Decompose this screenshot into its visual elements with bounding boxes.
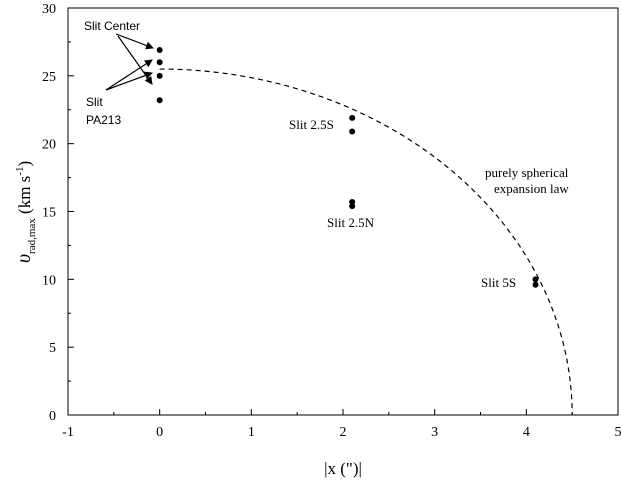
- x-tick-label: 0: [156, 425, 163, 440]
- annotation-slit-center: Slit Center: [84, 19, 140, 33]
- x-tick-label: 3: [431, 425, 438, 440]
- y-tick-label: 0: [49, 409, 56, 424]
- y-tick-label: 30: [42, 2, 56, 17]
- y-axis-unit-exponent: -1: [14, 167, 26, 176]
- x-axis-title: |x (")|: [324, 459, 362, 478]
- data-point: [156, 59, 163, 66]
- y-axis-symbol: υ: [13, 254, 35, 263]
- x-tick-label: -1: [62, 425, 74, 440]
- arrow-pa-1: [105, 71, 153, 91]
- y-tick-label: 20: [42, 138, 56, 153]
- arrow-center-1: [115, 33, 154, 50]
- plot-frame: [67, 7, 619, 416]
- data-point: [349, 114, 356, 121]
- annotation-slit-2-5n: Slit 2.5N: [327, 215, 375, 230]
- data-points: [156, 47, 539, 288]
- x-axis-ticks: -1 0 1 2 3 4 5: [62, 409, 622, 440]
- y-axis-unit-close: ): [15, 161, 34, 167]
- data-point: [349, 128, 356, 135]
- y-axis-title: υrad,max (km s-1): [13, 161, 38, 263]
- arrow-center-2: [117, 35, 153, 85]
- y-axis-subscript: rad,max: [26, 218, 38, 254]
- data-point: [532, 281, 539, 288]
- y-tick-label: 10: [42, 273, 56, 288]
- arrow-pa-2: [105, 59, 153, 91]
- curve-label-line-1: purely spherical: [485, 165, 569, 180]
- y-tick-label: 5: [49, 341, 56, 356]
- annotation-slit: Slit: [86, 95, 103, 109]
- y-axis-unit: (km s: [15, 176, 34, 219]
- annotation-pa213: PA213: [86, 113, 121, 127]
- spherical-expansion-curve: [159, 68, 573, 416]
- x-tick-label: 2: [340, 425, 347, 440]
- data-point: [349, 203, 356, 210]
- y-tick-label: 15: [42, 206, 56, 221]
- x-tick-label: 5: [615, 425, 622, 440]
- data-point: [156, 72, 163, 79]
- annotation-slit-5s: Slit 5S: [481, 275, 516, 290]
- data-point: [156, 97, 163, 104]
- data-point: [532, 276, 539, 283]
- data-point: [156, 47, 163, 54]
- y-tick-label: 25: [42, 70, 56, 85]
- curve-label-line-2: expansion law: [494, 181, 569, 196]
- x-tick-label: 4: [523, 425, 530, 440]
- annotation-slit-2-5s: Slit 2.5S: [289, 117, 334, 132]
- x-tick-label: 1: [248, 425, 255, 440]
- y-axis-ticks: 0 5 10 15 20 25 30: [42, 2, 74, 424]
- annotation-arrows: [105, 33, 154, 91]
